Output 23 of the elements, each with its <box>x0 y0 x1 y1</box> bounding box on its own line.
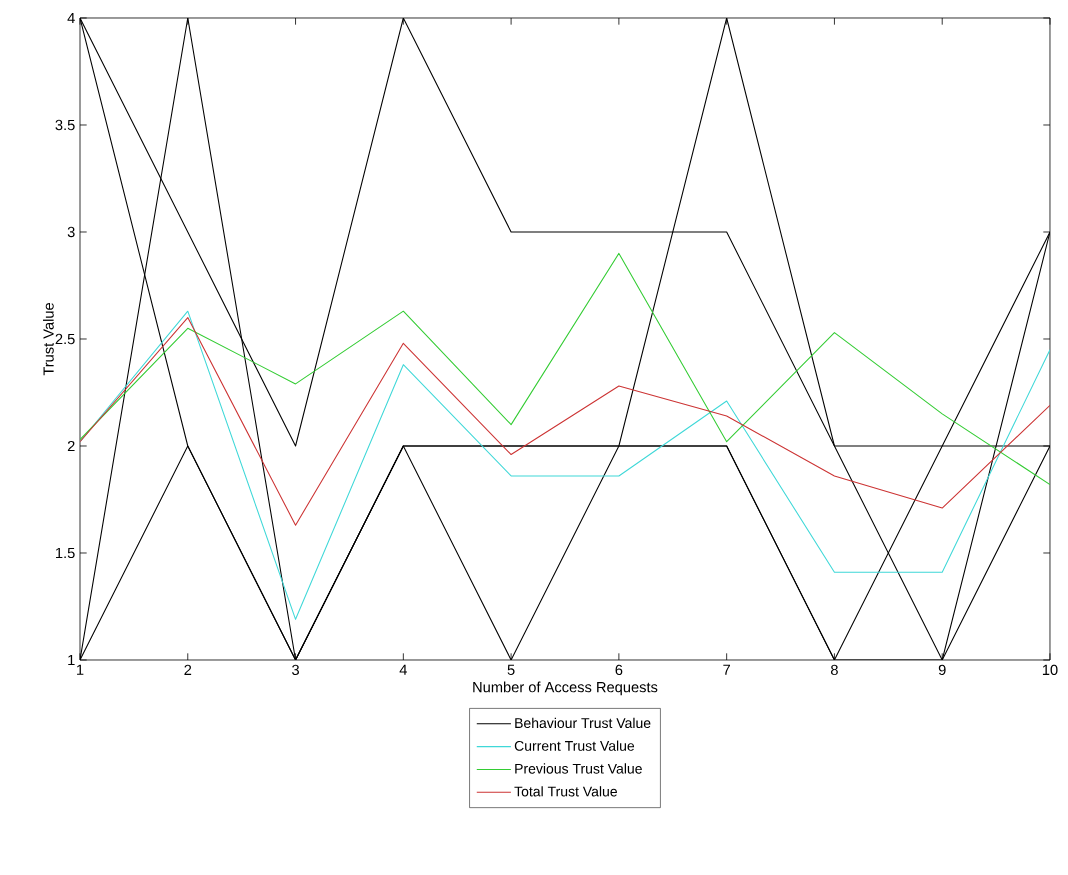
x-tick-label: 2 <box>184 664 192 675</box>
y-tick-label: 3 <box>67 226 75 238</box>
x-axis-title: Number of Access Requests <box>473 681 658 696</box>
x-tick-label: 1 <box>77 664 84 675</box>
y-tick-label: 4 <box>67 12 75 24</box>
legend-label: Previous Trust Value <box>515 763 642 774</box>
x-tick-label: 10 <box>1042 664 1058 676</box>
y-tick-label: 3.5 <box>55 119 75 131</box>
legend-label: Total Trust Value <box>514 786 617 797</box>
legend-label: Behaviour Trust Value <box>515 717 651 729</box>
y-tick-label: 1 <box>68 654 75 666</box>
y-tick-label: 1.5 <box>56 547 75 559</box>
y-tick-label: 2.5 <box>55 333 75 345</box>
x-tick-label: 9 <box>938 664 946 676</box>
x-tick-label: 3 <box>292 664 299 676</box>
x-tick-label: 7 <box>723 664 730 675</box>
x-tick-label: 8 <box>830 664 838 676</box>
x-tick-label: 4 <box>399 664 407 675</box>
x-tick-label: 6 <box>615 664 623 676</box>
legend-label: Current Trust Value <box>514 740 635 751</box>
y-tick-label: 2 <box>67 440 75 452</box>
y-axis-title: Trust Value <box>42 302 54 376</box>
x-tick-label: 5 <box>507 664 515 675</box>
